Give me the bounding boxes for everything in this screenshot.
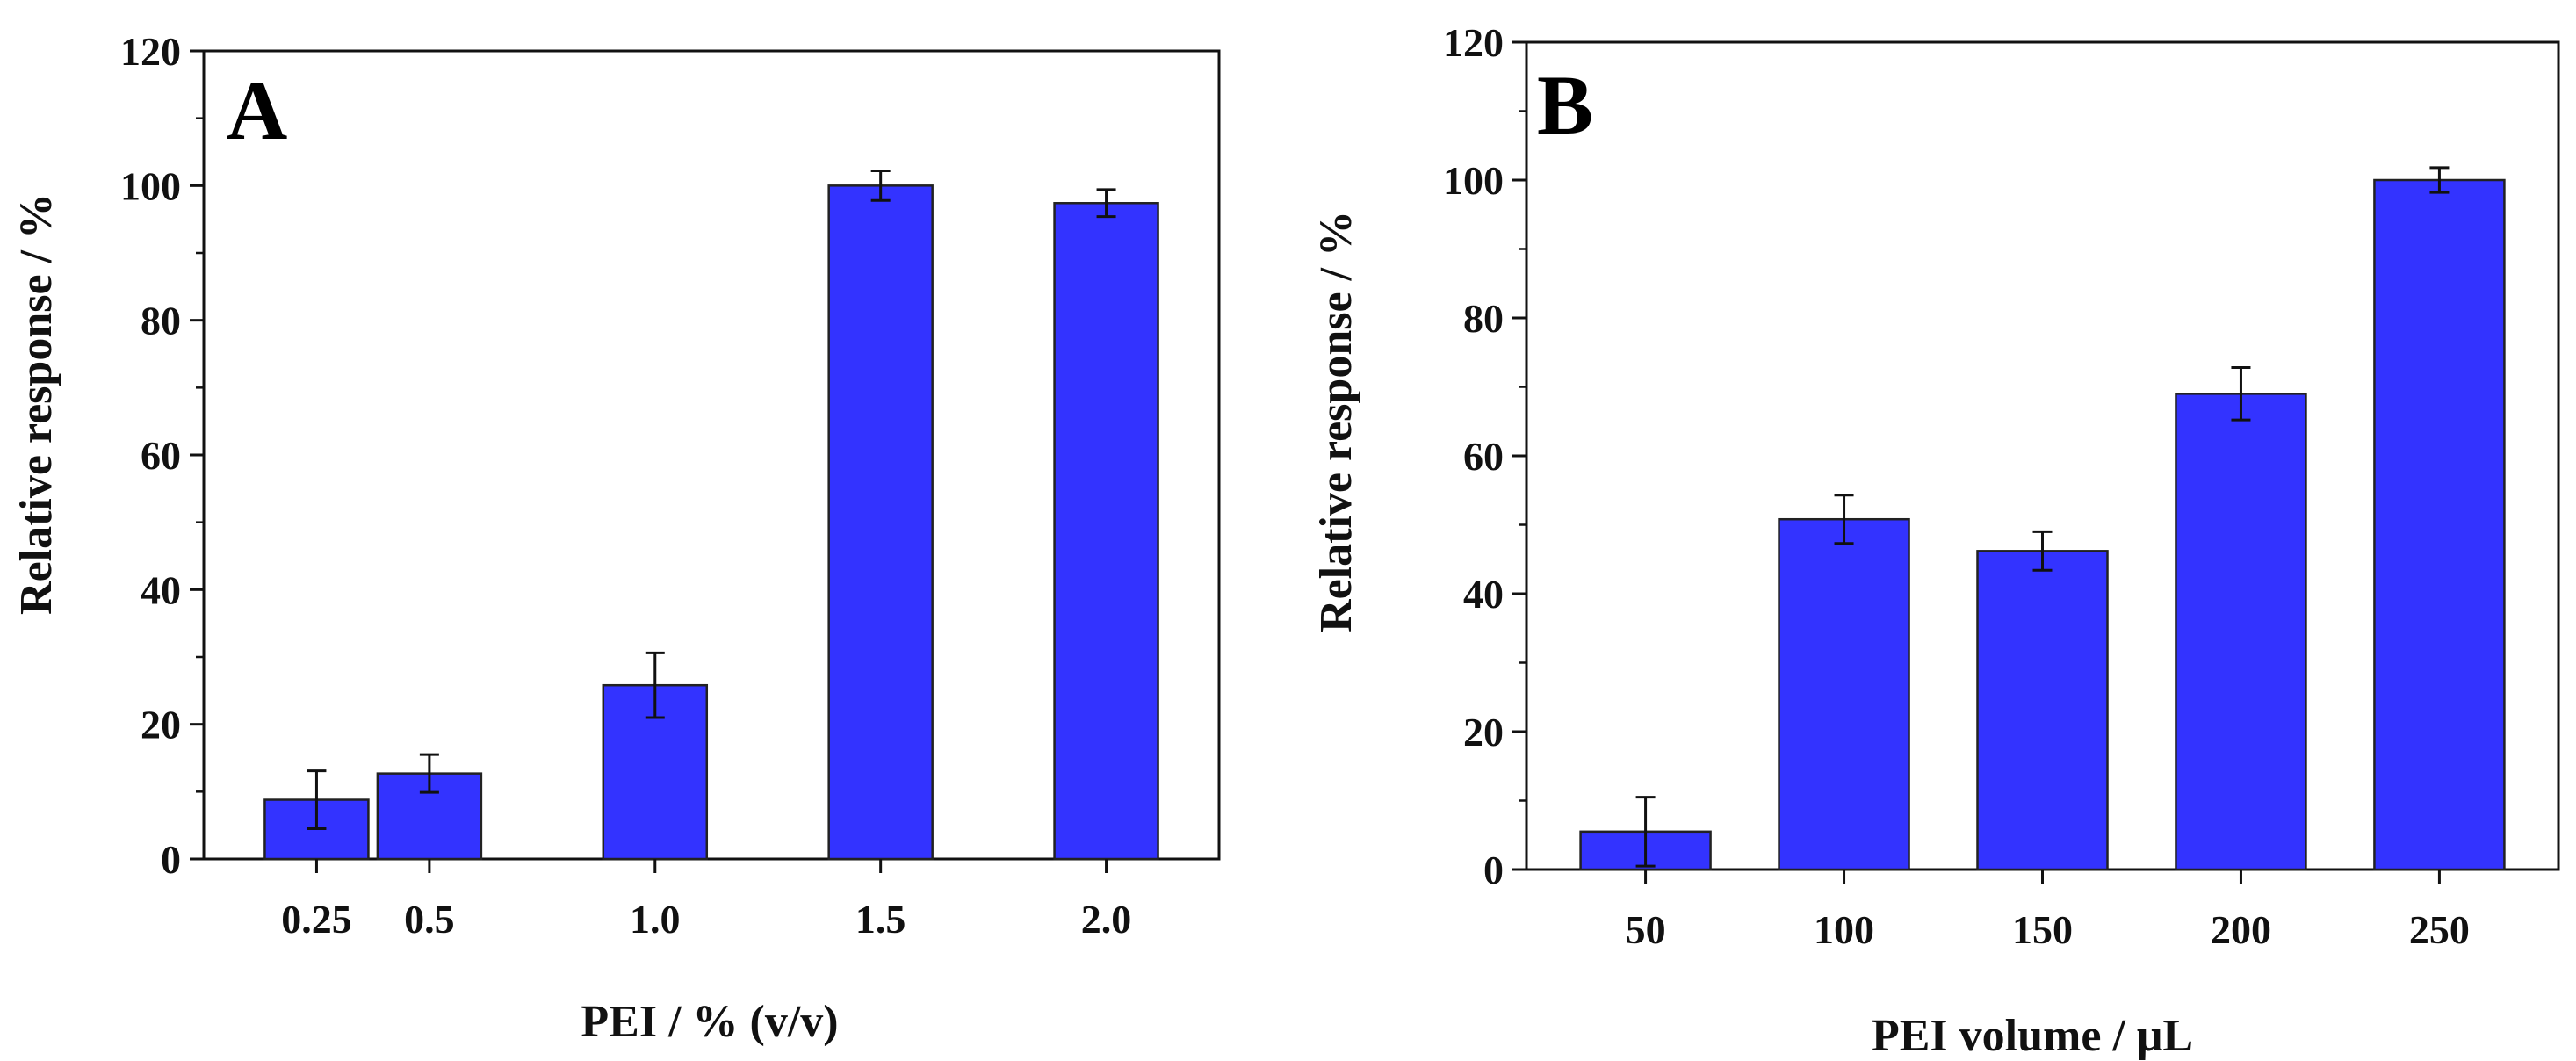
panel-b-y-tick-label: 120: [1443, 20, 1504, 65]
panel-a-bar: [827, 184, 934, 861]
panel-b-y-axis-label: Relative response / %: [1311, 211, 1361, 632]
panel-a-x-tick-label: 0.5: [404, 897, 455, 942]
panel-a-y-tick-label: 60: [141, 433, 181, 478]
panel-b-bar: [1976, 550, 2109, 871]
panel-a-y-tick-label: 100: [120, 163, 181, 208]
panel-b-y-tick-label: 80: [1463, 296, 1504, 341]
panel-a-x-tick-label: 1.5: [855, 897, 906, 942]
panel-b-bar: [2373, 178, 2506, 871]
panel-b-x-tick-label: 200: [2211, 907, 2271, 952]
panel-b-y-tick-label: 0: [1483, 848, 1504, 892]
panel-b-x-tick-label: 150: [2012, 907, 2073, 952]
panel-b-y-tick-label: 100: [1443, 158, 1504, 203]
panel-a-plot-area: 0 20 40 60 80 100 120 0.25 0.5 1.0 1.5 2.0: [120, 29, 1221, 942]
panel-b-plot-area: 0 20 40 60 80 100 120 50 100 150 200 250: [1443, 20, 2560, 952]
panel-a-y-tick-label: 120: [120, 29, 181, 74]
panel-a: 0 20 40 60 80 100 120 0.25 0.5 1.0 1.5 2.0 Relative…: [11, 29, 1221, 1047]
panel-b-y-tick-label: 60: [1463, 434, 1504, 479]
panel-a-letter: A: [227, 63, 287, 157]
panel-a-y-axis-label: Relative response / %: [11, 193, 61, 615]
panel-a-bar: [1053, 202, 1159, 861]
panel-b-bar: [2175, 393, 2307, 871]
panel-a-y-tick-label: 0: [161, 837, 181, 882]
panel-a-x-tick-label: 1.0: [630, 897, 681, 942]
panel-b-x-tick-label: 250: [2409, 907, 2470, 952]
panel-b-x-axis-label: PEI volume / μL: [1872, 1011, 2193, 1061]
panel-a-y-tick-label: 80: [141, 299, 181, 343]
panel-b-y-tick-label: 20: [1463, 710, 1504, 754]
panel-a-y-tick-label: 40: [141, 567, 181, 612]
panel-a-x-axis-label: PEI / % (v/v): [581, 997, 838, 1047]
panel-b-letter: B: [1537, 58, 1593, 152]
panel-b-x-tick-label: 100: [1814, 907, 1874, 952]
panel-a-x-tick-label: 2.0: [1081, 897, 1132, 942]
panel-a-y-tick-label: 20: [141, 703, 181, 747]
panel-b-y-tick-label: 40: [1463, 572, 1504, 617]
panel-b-bar: [1778, 517, 1910, 871]
panel-b: 0 20 40 60 80 100 120 50 100 150 200 250 Relative r…: [1311, 20, 2560, 1061]
panel-b-x-tick-label: 50: [1626, 907, 1666, 952]
panel-a-x-tick-label: 0.25: [281, 897, 352, 942]
